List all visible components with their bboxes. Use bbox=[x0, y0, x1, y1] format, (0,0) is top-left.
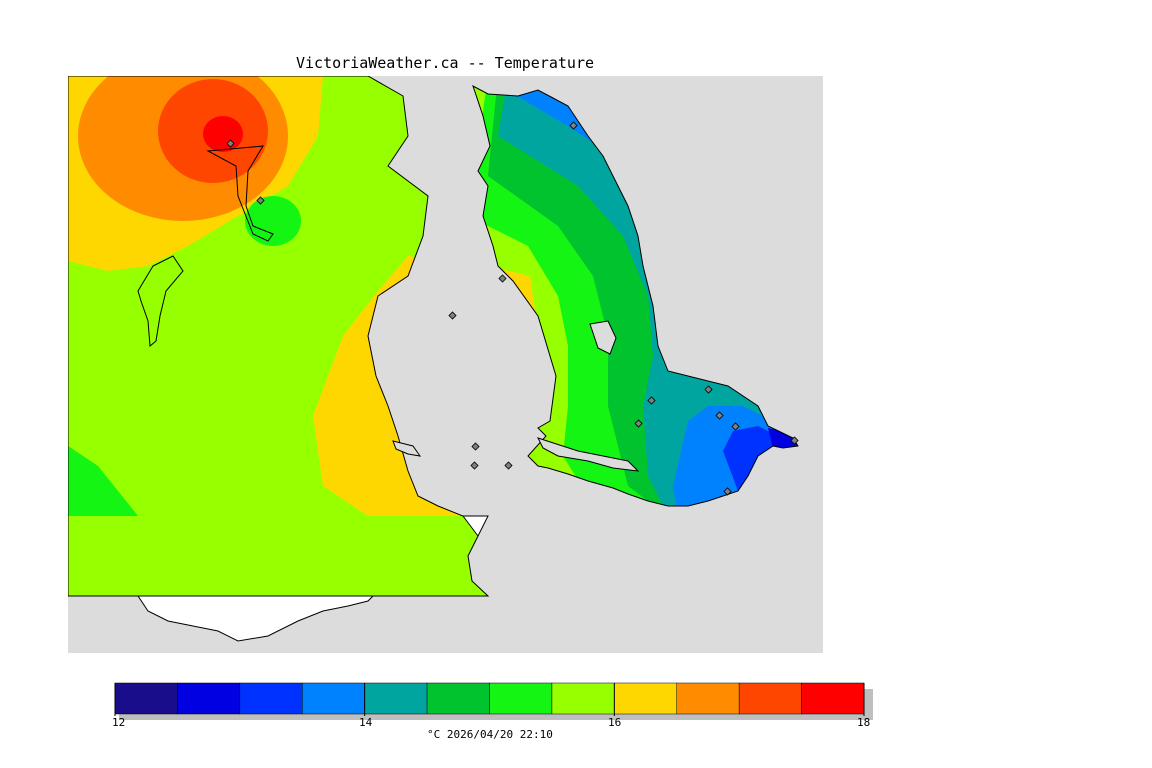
legend-bin bbox=[239, 682, 303, 715]
station-marker[interactable] bbox=[470, 461, 479, 470]
station-marker[interactable] bbox=[471, 442, 480, 451]
map-title: VictoriaWeather.ca -- Temperature bbox=[295, 54, 594, 72]
legend-tick-label: 18 bbox=[857, 716, 871, 729]
station-marker[interactable] bbox=[256, 196, 265, 205]
station-marker[interactable] bbox=[704, 385, 713, 394]
legend-bin bbox=[364, 682, 428, 715]
legend-bin bbox=[177, 682, 241, 715]
station-marker[interactable] bbox=[715, 411, 724, 420]
station-marker[interactable] bbox=[448, 311, 457, 320]
lake-west bbox=[137, 255, 184, 348]
legend-bin bbox=[426, 682, 490, 715]
field-15-southwest bbox=[68, 446, 138, 516]
legend-bin bbox=[489, 682, 553, 715]
legend-tick-label: 14 bbox=[359, 716, 373, 729]
river-north bbox=[206, 145, 274, 242]
legend-bin bbox=[738, 682, 802, 715]
legend-tick-label: 12 bbox=[112, 716, 126, 729]
station-marker[interactable] bbox=[498, 274, 507, 283]
station-marker[interactable] bbox=[504, 461, 513, 470]
station-marker[interactable] bbox=[634, 419, 643, 428]
station-marker[interactable] bbox=[723, 487, 732, 496]
station-marker[interactable] bbox=[226, 139, 235, 148]
station-markers bbox=[226, 121, 799, 496]
legend-bin bbox=[614, 682, 677, 715]
lake-central bbox=[392, 440, 422, 457]
station-marker[interactable] bbox=[647, 396, 656, 405]
legend-tick-label: 16 bbox=[608, 716, 622, 729]
legend-bin bbox=[551, 682, 615, 715]
legend-caption: °C 2026/04/20 22:10 bbox=[427, 728, 553, 741]
station-marker[interactable] bbox=[569, 121, 578, 130]
inlet-south bbox=[537, 437, 640, 472]
legend-bin bbox=[676, 682, 740, 715]
temperature-map bbox=[68, 76, 823, 653]
field-15-north-blob bbox=[245, 196, 301, 246]
lake-east bbox=[589, 320, 617, 355]
station-marker[interactable] bbox=[731, 422, 740, 431]
legend-bin bbox=[302, 682, 365, 715]
station-marker[interactable] bbox=[790, 436, 799, 445]
legend-bin bbox=[801, 682, 865, 715]
legend-bin bbox=[114, 682, 178, 715]
